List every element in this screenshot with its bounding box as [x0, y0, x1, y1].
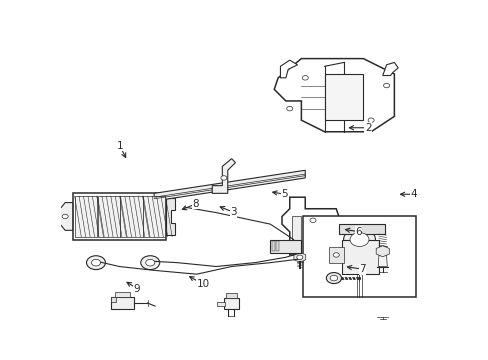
Circle shape [343, 228, 375, 251]
Circle shape [325, 273, 341, 284]
Polygon shape [375, 246, 388, 257]
Circle shape [296, 255, 302, 260]
Bar [328, 247, 343, 263]
Circle shape [302, 76, 307, 80]
Bar [291, 216, 301, 249]
Bar [276, 241, 279, 251]
Circle shape [145, 259, 155, 266]
Circle shape [329, 275, 337, 281]
Bar [111, 297, 134, 309]
Circle shape [349, 233, 368, 247]
Circle shape [221, 176, 226, 180]
Polygon shape [274, 59, 393, 132]
Bar [97, 196, 120, 237]
Polygon shape [377, 255, 386, 266]
Circle shape [86, 256, 105, 270]
Bar [224, 298, 239, 309]
Text: 10: 10 [189, 276, 209, 289]
Polygon shape [282, 197, 340, 255]
Text: 9: 9 [127, 282, 140, 293]
Circle shape [367, 118, 373, 122]
Bar [341, 239, 378, 274]
Polygon shape [293, 252, 305, 262]
Text: 3: 3 [220, 207, 236, 217]
Bar [271, 241, 274, 251]
Text: 2: 2 [348, 123, 371, 133]
Bar [338, 224, 384, 234]
Text: 1: 1 [116, 141, 125, 157]
Text: 5: 5 [272, 189, 287, 199]
Polygon shape [280, 60, 297, 78]
Polygon shape [60, 203, 73, 230]
Circle shape [332, 253, 339, 257]
Text: 6: 6 [345, 227, 361, 237]
Polygon shape [212, 159, 235, 193]
Bar [120, 196, 142, 237]
Bar [225, 293, 237, 298]
Bar [115, 292, 130, 297]
Bar [73, 193, 165, 239]
Polygon shape [382, 62, 397, 76]
Polygon shape [154, 170, 305, 201]
Bar [143, 196, 165, 237]
Text: 7: 7 [347, 264, 365, 274]
Circle shape [91, 259, 101, 266]
Bar [270, 239, 301, 253]
Bar [324, 74, 363, 120]
Bar [217, 302, 224, 306]
Bar [302, 216, 415, 297]
Circle shape [383, 83, 389, 88]
Circle shape [141, 256, 160, 270]
Text: 8: 8 [182, 199, 199, 210]
Text: 4: 4 [400, 189, 416, 199]
Polygon shape [165, 198, 175, 235]
Circle shape [286, 107, 292, 111]
Bar [75, 196, 97, 237]
Circle shape [309, 218, 315, 222]
Bar [111, 297, 116, 302]
Circle shape [62, 214, 68, 219]
